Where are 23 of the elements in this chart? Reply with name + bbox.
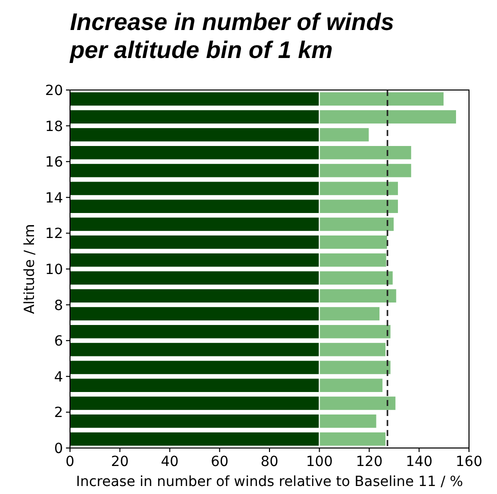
y-tick-label: 6: [54, 334, 64, 350]
y-tick-label: 10: [45, 262, 63, 278]
y-tick-label: 4: [54, 369, 64, 386]
x-axis-title: Increase in number of winds relative to Baseline 11 / %: [76, 474, 464, 490]
y-tick-label: 8: [54, 298, 63, 314]
x-tick-label: 20: [110, 454, 129, 470]
y-tick-label: 16: [45, 154, 64, 171]
x-tick-label: 60: [210, 454, 229, 470]
y-tick-label: 14: [45, 190, 64, 206]
x-tick-label: 100: [306, 454, 333, 470]
y-tick-label: 2: [54, 405, 63, 422]
x-tick-label: 140: [406, 454, 432, 470]
chart-title: Increase in number of winds per altitude bin of 1 km: [69, 9, 394, 64]
x-tick-label: 120: [356, 454, 383, 470]
y-tick-label: 12: [45, 226, 63, 242]
x-tick-label: 40: [160, 454, 179, 470]
x-tick-label: 160: [456, 454, 482, 470]
y-tick-label: 20: [45, 83, 63, 99]
y-tick-label: 0: [54, 441, 63, 457]
y-axis-title: Altitude / km: [22, 224, 38, 314]
x-tick-label: 0: [66, 454, 74, 470]
y-tick-label: 18: [45, 118, 63, 135]
x-tick-label: 80: [260, 454, 278, 470]
